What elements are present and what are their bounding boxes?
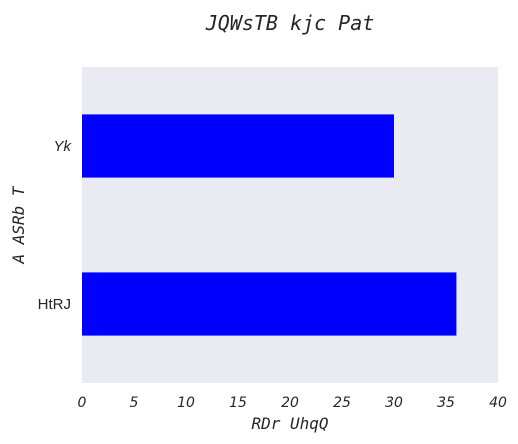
bar-htrj	[82, 272, 457, 336]
chart-title: JQWsTB kjc Pat	[205, 11, 375, 35]
x-tick-label: 30	[385, 395, 403, 411]
bars	[82, 114, 457, 336]
y-tick-label: Yk	[53, 138, 72, 155]
x-tick-label: 0	[78, 395, 87, 411]
x-axis-label: RDr UhqQ	[251, 414, 328, 433]
x-tick-labels: 0 5 10 15 20 25 30 35 40	[78, 395, 507, 411]
y-tick-labels: Yk HtRJ	[38, 138, 73, 313]
x-tick-label: 15	[229, 395, 247, 411]
bar-yk	[82, 114, 394, 178]
y-axis-label: A ASRb T	[9, 185, 28, 264]
x-tick-label: 25	[333, 395, 351, 411]
x-tick-label: 5	[130, 395, 139, 411]
y-tick-label: HtRJ	[38, 296, 71, 313]
x-tick-label: 10	[177, 395, 195, 411]
x-tick-label: 20	[281, 395, 299, 411]
x-tick-label: 35	[437, 395, 455, 411]
x-tick-label: 40	[489, 395, 507, 411]
